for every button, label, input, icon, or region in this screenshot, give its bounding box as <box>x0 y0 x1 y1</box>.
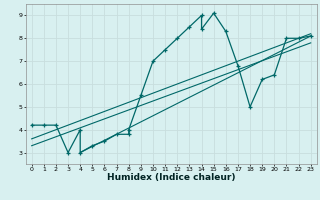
X-axis label: Humidex (Indice chaleur): Humidex (Indice chaleur) <box>107 173 236 182</box>
